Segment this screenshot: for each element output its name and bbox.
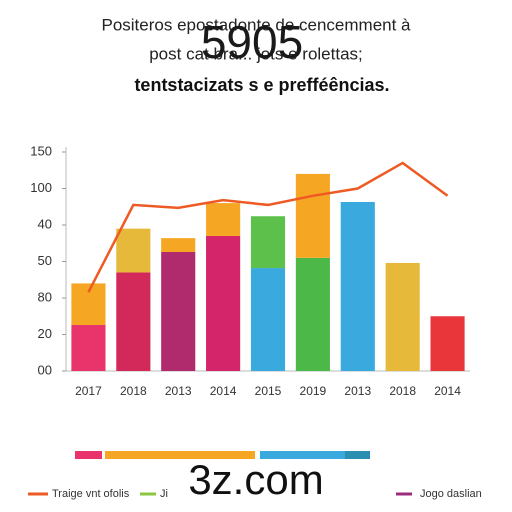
x-tick-label: 2017 — [75, 384, 102, 398]
bar-segment — [161, 252, 196, 371]
trend-line — [87, 161, 449, 293]
x-tick-label: 2014 — [434, 384, 461, 398]
y-tick-label: 150 — [30, 143, 52, 158]
x-tick-label: 2018 — [389, 384, 416, 398]
bar-segment — [340, 202, 375, 371]
bar-segment — [71, 325, 106, 371]
bar-segment — [385, 262, 420, 371]
bar-segment — [430, 316, 465, 371]
bar-segment — [161, 238, 196, 253]
x-tick-label: 2013 — [344, 384, 371, 398]
x-tick-label: 2015 — [255, 384, 282, 398]
title-line: post cat bra... jots e rolettas; — [149, 44, 363, 63]
bar-segment — [116, 228, 151, 273]
x-tick-label: 2019 — [300, 384, 327, 398]
bar-segment — [116, 272, 151, 371]
bar-segment — [295, 173, 330, 258]
y-tick-label: 20 — [38, 326, 52, 341]
y-tick-label: 50 — [38, 253, 52, 268]
y-tick-label: 00 — [38, 362, 52, 377]
legend-label: Jogo daslian — [420, 488, 482, 500]
legend-label: Ji — [160, 488, 168, 500]
y-tick-label: 80 — [38, 289, 52, 304]
color-strip — [75, 451, 370, 459]
bar-segment — [250, 216, 286, 269]
legend-label: Traige vnt ofolis — [52, 488, 130, 500]
title-line: tentstacizats s e prefféências. — [134, 75, 389, 95]
watermark: 5905 — [201, 16, 303, 68]
bar-segment — [250, 268, 286, 371]
footer-text: 3z.com — [188, 456, 323, 503]
y-tick-label: 40 — [38, 216, 52, 231]
bar-segment — [206, 203, 241, 236]
bar-segment — [206, 235, 241, 371]
y-tick-label: 100 — [30, 180, 52, 195]
x-tick-label: 2014 — [210, 384, 237, 398]
bar-segment — [295, 257, 330, 371]
x-tick-label: 2013 — [165, 384, 192, 398]
x-tick-label: 2018 — [120, 384, 147, 398]
title-line: Positeros epostadonte de cencemment à — [101, 15, 411, 34]
